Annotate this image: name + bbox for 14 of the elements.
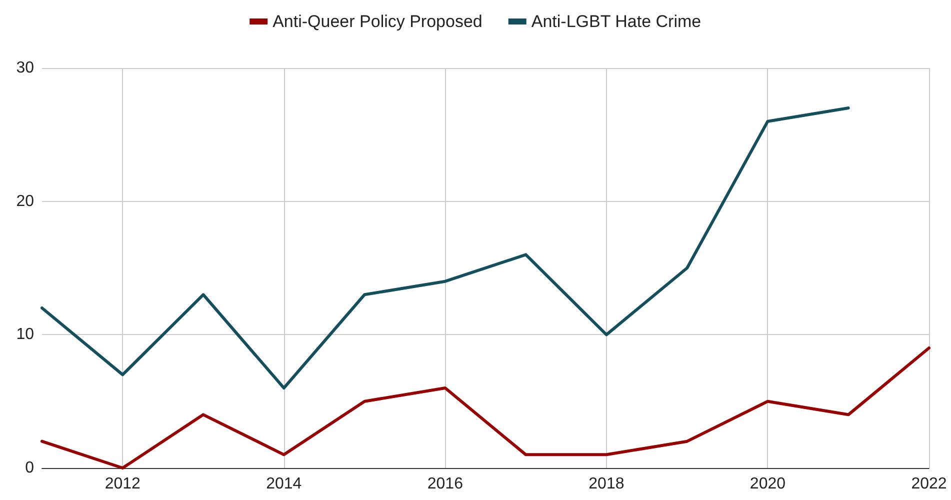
x-tick-label: 2018 — [588, 476, 624, 492]
x-tick-label: 2012 — [104, 476, 141, 492]
line-series — [40, 106, 850, 390]
legend-label: Anti-Queer Policy Proposed — [272, 12, 482, 31]
x-tick-label: 2014 — [266, 476, 302, 492]
y-tick-label: 20 — [16, 192, 34, 210]
y-tick-label: 10 — [16, 326, 34, 344]
y-tick-label: 30 — [16, 60, 34, 76]
y-tick-label: 0 — [25, 460, 34, 476]
line-series — [40, 346, 930, 470]
x-tick-label: 2016 — [427, 476, 464, 492]
x-tick-label: 2020 — [750, 476, 786, 492]
legend-label: Anti-LGBT Hate Crime — [531, 12, 702, 31]
x-tick-label: 2022 — [911, 476, 947, 492]
